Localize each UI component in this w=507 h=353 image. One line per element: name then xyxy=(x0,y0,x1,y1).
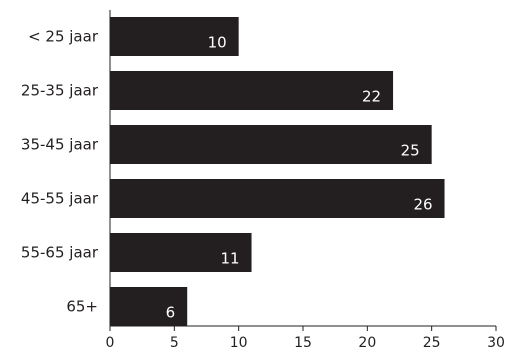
data-label-0: 10 xyxy=(208,34,227,52)
x-tick-label-1: 5 xyxy=(170,335,179,351)
data-label-5: 6 xyxy=(166,304,176,322)
bar-0 xyxy=(110,17,239,56)
x-tick-label-6: 30 xyxy=(487,335,505,351)
bar-3 xyxy=(110,179,445,218)
category-label-3: 45-55 jaar xyxy=(21,190,99,208)
bar-4 xyxy=(110,233,252,272)
x-ticks-group: 0 5 10 15 20 25 30 xyxy=(106,326,505,351)
category-label-0: < 25 jaar xyxy=(28,28,99,46)
category-label-5: 65+ xyxy=(66,298,98,316)
bar-2 xyxy=(110,125,432,164)
bar-1 xyxy=(110,71,394,110)
category-label-1: 25-35 jaar xyxy=(21,82,99,100)
x-tick-label-5: 25 xyxy=(423,335,441,351)
bar-5 xyxy=(110,287,188,326)
data-label-2: 25 xyxy=(401,142,420,160)
data-label-4: 11 xyxy=(220,250,239,268)
data-labels-group: 10 22 25 26 11 6 xyxy=(166,34,433,322)
category-label-2: 35-45 jaar xyxy=(21,136,99,154)
data-label-3: 26 xyxy=(413,196,432,214)
x-tick-label-3: 15 xyxy=(294,335,312,351)
bars-group xyxy=(110,17,445,326)
x-tick-label-4: 20 xyxy=(358,335,376,351)
x-tick-label-0: 0 xyxy=(106,335,115,351)
data-label-1: 22 xyxy=(362,88,381,106)
x-tick-label-2: 10 xyxy=(230,335,248,351)
category-labels-group: < 25 jaar 25-35 jaar 35-45 jaar 45-55 jaar 5… xyxy=(21,28,99,316)
category-label-4: 55-65 jaar xyxy=(21,244,99,262)
